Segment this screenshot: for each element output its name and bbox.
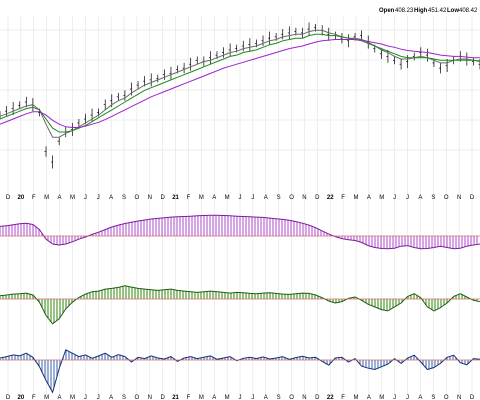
x-tick-label: 20 [18, 395, 25, 400]
x-tick-label: M [44, 395, 49, 400]
ohlc-high-label: High [414, 8, 428, 14]
x-tick-label: J [84, 195, 87, 201]
x-tick-label: 22 [327, 195, 334, 201]
x-tick-label: A [418, 395, 422, 400]
x-tick-label: O [135, 195, 140, 201]
x-tick-label: J [84, 395, 87, 400]
x-tick-label: F [187, 395, 191, 400]
x-tick-label: M [379, 195, 384, 201]
x-tick-label: O [289, 195, 294, 201]
x-tick-label: N [148, 195, 152, 201]
x-tick-label: M [199, 195, 204, 201]
x-tick-label: F [341, 195, 345, 201]
x-tick-label: A [212, 195, 216, 201]
x-tick-label: F [187, 195, 191, 201]
indicator-panel-1 [0, 214, 480, 250]
x-tick-label: A [58, 195, 62, 201]
x-tick-label: M [44, 195, 49, 201]
x-tick-label: J [239, 395, 242, 400]
x-tick-label: 21 [172, 195, 179, 201]
x-tick-label: S [277, 195, 281, 201]
indicator-panel-3 [0, 349, 480, 394]
x-tick-label: M [225, 195, 230, 201]
x-tick-label: O [444, 195, 449, 201]
x-tick-label: J [406, 395, 409, 400]
x-tick-label: J [406, 195, 409, 201]
x-tick-label: D [6, 195, 11, 201]
x-tick-label: S [431, 395, 435, 400]
indicator-panel-2 [0, 285, 480, 325]
x-tick-label: A [109, 195, 113, 201]
x-tick-label: O [135, 395, 140, 400]
x-tick-label: J [251, 395, 254, 400]
x-axis-labels-bottom: D 20 F M A M J J A S O N D 21 F M A M J J A S O N D 22 F M A M J J A S O N D [6, 395, 475, 400]
x-tick-label: M [199, 395, 204, 400]
x-tick-label: 22 [327, 395, 334, 400]
ma-short-line [0, 29, 480, 138]
x-tick-label: N [148, 395, 152, 400]
x-tick-label: F [32, 195, 36, 201]
x-tick-label: A [212, 395, 216, 400]
x-tick-label: N [302, 395, 306, 400]
x-tick-label: O [444, 395, 449, 400]
x-tick-label: A [264, 395, 268, 400]
ohlc-low-label: Low [447, 8, 459, 14]
x-tick-label: J [97, 195, 100, 201]
indicator-3-line [0, 349, 480, 394]
x-tick-label: A [418, 195, 422, 201]
x-tick-label: S [277, 395, 281, 400]
ohlc-low-value: 408.42 [459, 8, 478, 14]
x-tick-label: J [393, 195, 396, 201]
ma-long-line [0, 39, 480, 128]
x-tick-label: J [97, 395, 100, 400]
x-tick-label: N [457, 395, 461, 400]
x-tick-label: S [431, 195, 435, 201]
x-tick-label: J [251, 195, 254, 201]
x-tick-label: N [457, 195, 461, 201]
x-tick-label: J [393, 395, 396, 400]
x-tick-label: M [70, 195, 75, 201]
price-panel [0, 22, 480, 169]
x-tick-label: D [470, 395, 475, 400]
x-tick-label: A [367, 195, 371, 201]
ohlc-open-label: Open [379, 8, 395, 14]
indicator-1-line [0, 214, 480, 250]
x-tick-label: M [354, 395, 359, 400]
x-tick-label: M [379, 395, 384, 400]
x-tick-label: F [32, 395, 36, 400]
x-tick-label: D [470, 195, 475, 201]
x-tick-label: 20 [18, 195, 25, 201]
x-tick-label: S [122, 195, 126, 201]
x-tick-label: D [160, 195, 165, 201]
x-tick-label: D [315, 195, 320, 201]
x-tick-label: J [239, 195, 242, 201]
x-tick-label: A [367, 395, 371, 400]
x-tick-label: S [122, 395, 126, 400]
indicator-2-line [0, 285, 480, 325]
x-tick-label: A [109, 395, 113, 400]
x-tick-label: D [160, 395, 165, 400]
ohlc-high-value: 451.42 [428, 8, 447, 14]
ohlc-open-value: 408.23 [395, 8, 414, 14]
x-tick-label: D [315, 395, 320, 400]
x-tick-label: M [354, 195, 359, 201]
ohlc-header: Open 408.23 High 451.42 Low 408.42 [379, 8, 478, 14]
x-tick-label: A [264, 195, 268, 201]
grid-lines [0, 16, 480, 396]
x-tick-label: A [58, 395, 62, 400]
x-tick-label: O [289, 395, 294, 400]
x-tick-label: N [302, 195, 306, 201]
x-tick-label: 21 [172, 395, 179, 400]
x-tick-label: M [225, 395, 230, 400]
x-tick-label: F [341, 395, 345, 400]
x-tick-label: M [70, 395, 75, 400]
x-axis-labels: D 20 F M A M J J A S O N D 21 F M A M J J A S O N D 22 F M A M J J A S O N D [6, 195, 475, 201]
x-tick-label: D [6, 395, 11, 400]
